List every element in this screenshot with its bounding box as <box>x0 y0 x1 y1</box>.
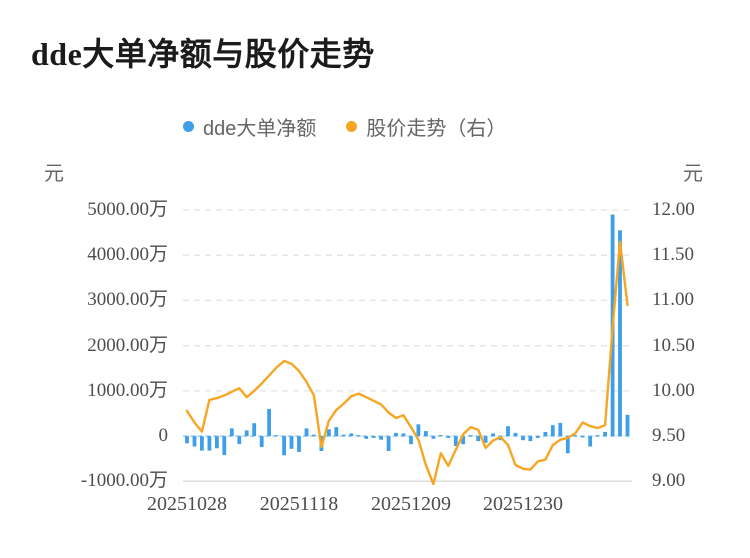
dde-bar <box>536 436 540 438</box>
dde-bar <box>461 436 466 445</box>
dde-bar <box>200 436 204 451</box>
y-axis-left-tick: 4000.00万 <box>87 244 168 266</box>
dde-bar <box>550 425 555 437</box>
dde-bar <box>192 436 197 447</box>
x-axis-tick: 20251230 <box>482 493 563 515</box>
dde-bar <box>409 436 413 445</box>
dde-bar <box>237 436 242 444</box>
dde-bar <box>558 423 563 437</box>
dde-bar <box>297 436 301 452</box>
x-axis-tick: 20251028 <box>147 493 227 515</box>
dde-bar <box>521 436 525 441</box>
y-axis-right-tick: 11.00 <box>652 289 695 311</box>
dde-bar <box>431 436 436 439</box>
dde-bar <box>371 436 376 438</box>
dde-bar <box>267 409 271 437</box>
legend-item-label: dde大单净额 <box>203 118 317 140</box>
dde-bar <box>543 432 548 437</box>
dde-bar <box>341 434 346 437</box>
y-axis-left-tick: 1000.00万 <box>87 379 168 401</box>
dde-bar <box>207 436 212 451</box>
right-axis-unit: 元 <box>683 163 703 185</box>
dde-bar <box>386 436 391 451</box>
dde-bar <box>446 436 451 438</box>
dde-bar <box>274 435 279 437</box>
y-axis-right-tick: 9.00 <box>652 470 686 492</box>
y-axis-right-tick: 12.00 <box>652 199 695 220</box>
dde-bar <box>573 435 578 437</box>
dde-bar <box>424 431 428 437</box>
dde-bar <box>603 432 607 437</box>
dde-bar <box>334 427 339 437</box>
dde-bar <box>506 426 510 437</box>
dde-bar <box>625 414 630 437</box>
dde-bar <box>483 436 488 443</box>
dde-bar <box>222 436 227 456</box>
dde-bar <box>468 435 473 437</box>
dde-bar <box>282 436 286 456</box>
dde-bar <box>349 433 354 437</box>
legend-item-dde[interactable]: dde大单净额 <box>183 112 316 141</box>
legend-dot-blue-icon <box>183 121 194 132</box>
dde-bar <box>401 433 406 437</box>
dde-bar <box>215 436 219 449</box>
legend-dot-orange-icon <box>346 121 358 132</box>
y-axis-right-tick: 11.50 <box>652 244 695 266</box>
dde-bar <box>229 428 234 437</box>
dde-bar <box>364 436 369 439</box>
dde-bar <box>476 436 481 442</box>
dde-bar <box>312 434 316 437</box>
legend-item-price[interactable]: 股价走势（右） <box>346 112 506 141</box>
dde-bar <box>588 436 593 447</box>
dde-bar <box>289 436 294 449</box>
dde-bar <box>252 423 257 437</box>
left-axis-unit: 元 <box>44 163 64 185</box>
dde-bar <box>185 436 189 444</box>
x-axis-tick: 20251209 <box>370 493 451 515</box>
dde-bar <box>416 424 421 437</box>
dde-bar <box>379 436 383 440</box>
y-axis-left-tick: 0 <box>158 425 169 447</box>
dde-bar <box>513 432 518 437</box>
dde-bar <box>304 428 309 437</box>
dde-bar <box>528 436 533 442</box>
y-axis-left-tick: -1000.00万 <box>80 470 168 492</box>
dde-bar <box>491 433 495 437</box>
legend: dde大单净额 股价走势（右） <box>183 112 506 141</box>
y-axis-right-tick: 10.50 <box>652 334 695 356</box>
y-axis-left-tick: 5000.00万 <box>87 199 168 220</box>
y-axis-left-tick: 3000.00万 <box>87 289 168 311</box>
dde-bar <box>438 435 443 437</box>
dde-bar <box>394 432 398 437</box>
dde-bar <box>356 435 361 437</box>
dde-bar <box>580 436 585 438</box>
dde-bar <box>565 436 570 454</box>
y-axis-right-tick: 10.00 <box>652 379 695 401</box>
y-axis-right-tick: 9.50 <box>652 425 686 447</box>
page-title: dde大单净额与股价走势 <box>31 36 375 72</box>
y-axis-left-tick: 2000.00万 <box>87 334 168 356</box>
dde-bar <box>618 230 622 437</box>
dde-bar <box>244 430 249 437</box>
dde-bar <box>595 435 600 437</box>
dde-bar <box>259 436 264 447</box>
dde-bar <box>453 436 458 446</box>
dde-bar <box>327 429 331 437</box>
legend-item-label: 股价走势（右） <box>366 118 507 140</box>
price-line <box>185 240 629 486</box>
x-axis-tick: 20251118 <box>259 493 339 515</box>
